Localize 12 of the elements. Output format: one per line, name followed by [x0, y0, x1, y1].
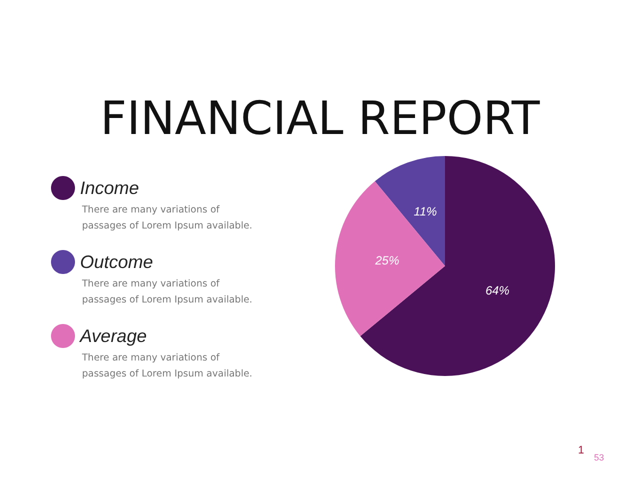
text: There are many variations of passages of Lorem Ipsum available. — [81, 204, 252, 232]
chart-title: FINANCIAL REPORT — [100, 91, 541, 145]
text: There are many variations of passages of Lorem Ipsum available. — [81, 352, 252, 380]
text: 53 — [594, 452, 604, 462]
legend-label: Income — [80, 178, 140, 198]
data-label: 11% — [414, 204, 438, 218]
data-label: 64% — [485, 284, 510, 298]
legend-label: Average — [79, 326, 147, 346]
legend-label: Outcome — [80, 252, 154, 272]
data-label: 25% — [374, 254, 400, 268]
text: 1 — [578, 444, 584, 456]
text: There are many variations of passages of Lorem Ipsum available. — [81, 278, 252, 306]
